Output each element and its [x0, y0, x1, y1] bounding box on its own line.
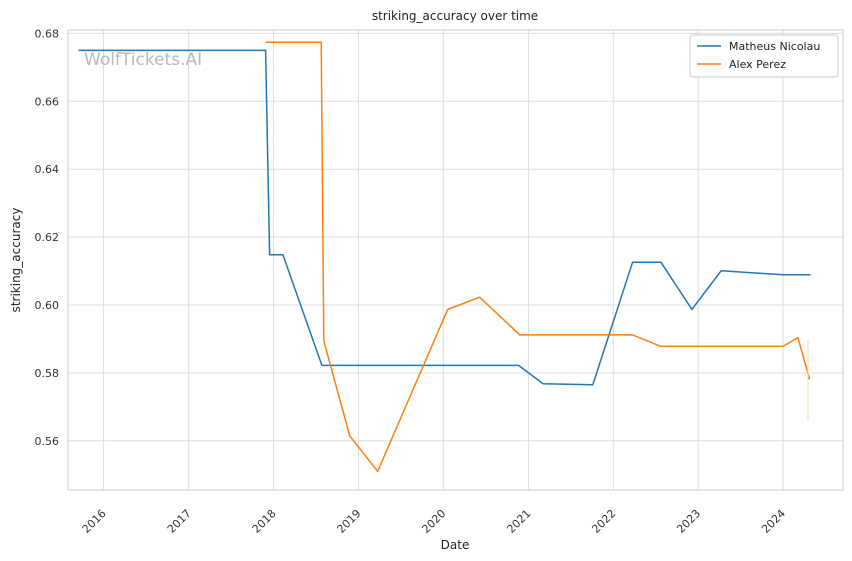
y-tick-label: 0.64: [35, 163, 60, 176]
y-tick-labels: 0.56 0.58 0.60 0.62 0.64 0.66 0.68: [35, 27, 60, 447]
x-tick-label: 2020: [419, 507, 448, 536]
legend: Matheus Nicolau Alex Perez: [689, 34, 839, 78]
grid: [68, 30, 843, 490]
x-tick-label: 2024: [759, 507, 788, 536]
y-tick-label: 0.60: [35, 299, 60, 312]
y-tick-label: 0.66: [35, 95, 60, 108]
y-tick-label: 0.62: [35, 231, 60, 244]
legend-label-alex-perez: Alex Perez: [729, 58, 786, 71]
series-line-alex-perez: [265, 41, 811, 473]
x-tick-label: 2021: [505, 507, 534, 536]
chart-title: striking_accuracy over time: [372, 9, 538, 23]
y-tick-label: 0.58: [35, 367, 60, 380]
series-layer: [78, 41, 811, 473]
legend-box: [689, 34, 839, 78]
x-axis-title: Date: [441, 538, 470, 552]
y-tick-label: 0.68: [35, 27, 60, 40]
y-axis-title: striking_accuracy: [9, 208, 23, 313]
y-tick-label: 0.56: [35, 435, 60, 448]
watermark: WolfTickets.AI: [84, 50, 202, 70]
plot-frame: [67, 29, 844, 491]
x-tick-labels: 2016 2017 2018 2019 2020 2021 2022 2023 2024: [80, 507, 788, 536]
x-tick-label: 2018: [250, 507, 279, 536]
x-tick-label: 2022: [589, 507, 618, 536]
series-line-matheus-nicolau: [78, 49, 811, 386]
legend-label-matheus-nicolau: Matheus Nicolau: [729, 40, 820, 53]
x-tick-label: 2023: [674, 507, 703, 536]
x-tick-label: 2016: [80, 507, 109, 536]
x-tick-label: 2017: [165, 507, 194, 536]
x-tick-label: 2019: [335, 507, 364, 536]
